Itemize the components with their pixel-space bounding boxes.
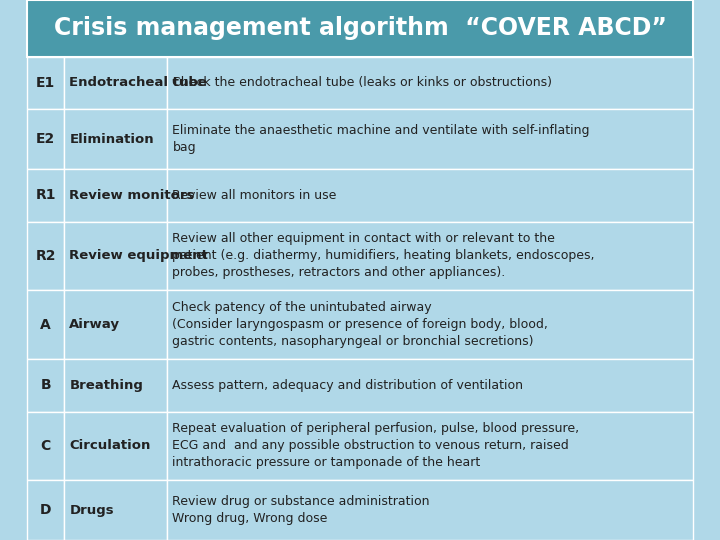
Text: R1: R1: [35, 188, 56, 202]
FancyBboxPatch shape: [27, 411, 64, 480]
Text: Check the endotracheal tube (leaks or kinks or obstructions): Check the endotracheal tube (leaks or ki…: [172, 77, 552, 90]
Text: Review monitors: Review monitors: [69, 189, 194, 202]
Text: Circulation: Circulation: [69, 440, 150, 453]
FancyBboxPatch shape: [167, 411, 693, 480]
Text: D: D: [40, 503, 51, 517]
Text: Crisis management algorithm  “COVER ABCD”: Crisis management algorithm “COVER ABCD”: [53, 16, 667, 40]
Text: Check patency of the unintubated airway
(Consider laryngospasm or presence of fo: Check patency of the unintubated airway …: [172, 301, 549, 348]
FancyBboxPatch shape: [64, 57, 167, 109]
FancyBboxPatch shape: [64, 291, 167, 359]
FancyBboxPatch shape: [64, 411, 167, 480]
FancyBboxPatch shape: [27, 480, 64, 540]
FancyBboxPatch shape: [27, 169, 64, 221]
FancyBboxPatch shape: [167, 291, 693, 359]
FancyBboxPatch shape: [64, 109, 167, 169]
FancyBboxPatch shape: [64, 221, 167, 291]
Text: Endotracheal tube: Endotracheal tube: [69, 77, 207, 90]
FancyBboxPatch shape: [167, 169, 693, 221]
FancyBboxPatch shape: [27, 221, 64, 291]
FancyBboxPatch shape: [64, 359, 167, 411]
Text: R2: R2: [35, 249, 56, 263]
Text: Assess pattern, adequacy and distribution of ventilation: Assess pattern, adequacy and distributio…: [172, 379, 523, 392]
Text: Review drug or substance administration
Wrong drug, Wrong dose: Review drug or substance administration …: [172, 495, 430, 525]
FancyBboxPatch shape: [64, 480, 167, 540]
FancyBboxPatch shape: [27, 109, 64, 169]
Text: B: B: [40, 379, 51, 392]
Text: Elimination: Elimination: [69, 133, 154, 146]
Text: Airway: Airway: [69, 318, 120, 331]
Text: Breathing: Breathing: [69, 379, 143, 392]
FancyBboxPatch shape: [27, 359, 64, 411]
FancyBboxPatch shape: [27, 0, 693, 57]
FancyBboxPatch shape: [27, 291, 64, 359]
FancyBboxPatch shape: [167, 359, 693, 411]
Text: Review all monitors in use: Review all monitors in use: [172, 189, 337, 202]
FancyBboxPatch shape: [167, 57, 693, 109]
Text: Repeat evaluation of peripheral perfusion, pulse, blood pressure,
ECG and  and a: Repeat evaluation of peripheral perfusio…: [172, 422, 580, 469]
FancyBboxPatch shape: [167, 109, 693, 169]
Text: E2: E2: [36, 132, 55, 146]
Text: Drugs: Drugs: [69, 504, 114, 517]
FancyBboxPatch shape: [167, 480, 693, 540]
Text: C: C: [40, 439, 51, 453]
Text: A: A: [40, 318, 51, 332]
FancyBboxPatch shape: [64, 169, 167, 221]
Text: Eliminate the anaesthetic machine and ventilate with self-inflating
bag: Eliminate the anaesthetic machine and ve…: [172, 124, 590, 154]
Text: Review equipment: Review equipment: [69, 249, 208, 262]
Text: Review all other equipment in contact with or relevant to the
patient (e.g. diat: Review all other equipment in contact wi…: [172, 232, 595, 279]
FancyBboxPatch shape: [167, 221, 693, 291]
FancyBboxPatch shape: [27, 57, 64, 109]
Text: E1: E1: [36, 76, 55, 90]
